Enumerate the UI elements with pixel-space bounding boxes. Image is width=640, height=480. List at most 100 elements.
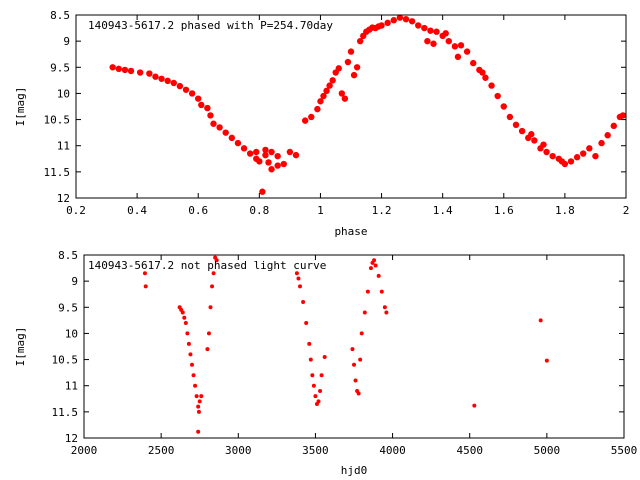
- phased-chart-point: [531, 137, 538, 144]
- phased-chart-point: [457, 42, 465, 49]
- phased-chart-point: [338, 90, 346, 97]
- unphased-chart-point: [191, 373, 196, 378]
- phased-chart-point: [274, 162, 281, 169]
- phased-chart-point: [479, 69, 486, 76]
- phased-chart-point: [353, 64, 361, 71]
- unphased-chart-point: [316, 399, 321, 404]
- phased-chart-point: [136, 69, 144, 76]
- unphased-chart-ytick-label: 11: [65, 380, 78, 393]
- unphased-chart-point: [199, 394, 204, 399]
- unphased-chart-point: [182, 315, 187, 320]
- phased-chart-ytick-label: 11.5: [44, 166, 71, 179]
- phased-chart-point: [384, 19, 391, 27]
- unphased-chart-point: [190, 362, 194, 367]
- phased-chart-point: [415, 22, 422, 29]
- unphased-chart-point: [353, 378, 358, 383]
- unphased-chart-point: [185, 331, 190, 336]
- phased-chart-xlabel: phase: [334, 225, 367, 238]
- unphased-chart-point: [379, 289, 384, 294]
- phased-chart-point: [580, 150, 587, 157]
- phased-chart-point: [256, 158, 263, 165]
- phased-chart-point: [246, 150, 254, 157]
- phased-chart-point: [500, 103, 507, 110]
- phased-chart-point: [396, 14, 404, 21]
- phased-chart-point: [210, 120, 217, 127]
- unphased-chart-point: [196, 409, 201, 414]
- phased-chart-point: [127, 67, 135, 75]
- unphased-chart-point: [196, 429, 201, 434]
- phased-chart-ytick-label: 11: [57, 140, 70, 153]
- unphased-chart-point: [538, 318, 543, 323]
- phased-chart-xtick-label: 1.4: [433, 204, 453, 217]
- unphased-chart-point: [544, 358, 549, 363]
- phased-chart-ytick-label: 10.5: [44, 114, 71, 127]
- phased-chart-point: [430, 40, 437, 47]
- phased-chart-point: [424, 37, 431, 45]
- phased-chart-point: [259, 188, 266, 195]
- unphased-chart-point: [206, 331, 211, 336]
- unphased-chart-title: 140943-5617.2 not phased light curve: [88, 259, 326, 272]
- unphased-chart-point: [350, 347, 355, 352]
- phased-chart-xtick-label: 0.2: [66, 204, 86, 217]
- unphased-chart-ytick-label: 10.5: [52, 354, 79, 367]
- unphased-chart-ytick-label: 11.5: [52, 406, 79, 419]
- phased-chart-ytick-label: 12: [57, 192, 70, 205]
- unphased-chart-point: [205, 347, 210, 352]
- phased-chart-xtick-label: 1.6: [494, 204, 514, 217]
- phased-chart-point: [301, 117, 309, 124]
- unphased-chart-point: [298, 284, 302, 289]
- phased-chart-point: [121, 66, 129, 74]
- phased-chart-point: [604, 132, 611, 139]
- phased-chart-point: [182, 86, 190, 93]
- phased-chart-point: [204, 104, 211, 112]
- phased-chart-point: [558, 158, 566, 165]
- phased-chart-point: [378, 22, 385, 29]
- unphased-chart-point: [186, 341, 191, 346]
- unphased-chart-point: [368, 266, 373, 271]
- phased-chart-point: [308, 113, 315, 121]
- unphased-chart-xtick-label: 4000: [379, 444, 406, 457]
- phased-chart-ylabel: I[mag]: [14, 87, 27, 127]
- phased-chart-point: [488, 82, 495, 89]
- phased-chart-point: [109, 64, 116, 71]
- phased-chart-point: [470, 59, 477, 67]
- unphased-chart-point: [308, 357, 313, 362]
- unphased-chart-point: [372, 258, 377, 263]
- unphased-chart-point: [196, 404, 201, 409]
- unphased-chart-xtick-label: 2500: [148, 444, 175, 457]
- phased-chart-point: [528, 131, 535, 138]
- phased-chart-point: [329, 77, 336, 84]
- unphased-chart-ytick-label: 12: [65, 432, 78, 445]
- phased-chart-point: [402, 15, 410, 23]
- unphased-chart-point: [356, 391, 361, 396]
- phased-chart-point: [518, 127, 526, 135]
- phased-chart-point: [164, 77, 171, 85]
- unphased-chart-ytick-label: 9.5: [58, 301, 78, 314]
- phased-chart-xtick-label: 0.6: [188, 204, 208, 217]
- unphased-chart-point: [311, 383, 316, 388]
- phased-chart-point: [341, 95, 349, 102]
- phased-chart-point: [506, 113, 514, 121]
- phased-chart-point: [445, 37, 452, 45]
- unphased-chart-point: [294, 271, 299, 276]
- phased-chart-point: [335, 65, 342, 72]
- phased-chart-axes: 0.2 0.4 0.6 0.8 1 1.2 1.4 1.6 1.8 2 8.5 9 9.5 10 10.5 1…: [44, 9, 630, 217]
- unphased-chart-point: [362, 310, 367, 315]
- phased-chart-point: [286, 148, 294, 156]
- phased-chart-xtick-label: 2: [623, 204, 630, 217]
- phased-chart-ytick-label: 9.5: [50, 61, 70, 74]
- unphased-chart-ytick-label: 8.5: [58, 249, 78, 262]
- unphased-chart: 2000 2500 3000 3500 4000 4500 5000 5500 8.5 9 9.5 1…: [14, 249, 637, 477]
- phased-chart-point: [494, 92, 501, 100]
- phased-chart-point: [152, 73, 159, 80]
- phased-chart-point: [222, 129, 229, 136]
- phased-chart-point: [268, 166, 275, 173]
- unphased-chart-ytick-label: 9: [71, 275, 78, 288]
- unphased-chart-point: [352, 362, 356, 367]
- phased-chart: 0.2 0.4 0.6 0.8 1 1.2 1.4 1.6 1.8 2 8.5 9 9.5 10 10.5 1…: [14, 9, 629, 238]
- unphased-chart-xtick-label: 3500: [302, 444, 329, 457]
- unphased-chart-point: [194, 394, 199, 399]
- phased-chart-point: [540, 141, 547, 148]
